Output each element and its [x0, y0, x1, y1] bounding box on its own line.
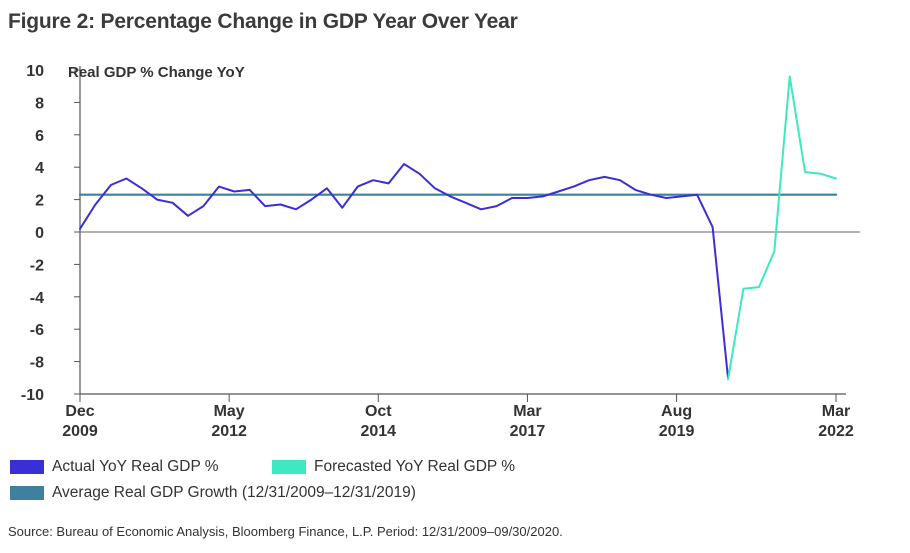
series-line-forecast	[727, 75, 837, 381]
x-tick-label-month: Dec	[65, 403, 94, 420]
y-tick-label: -8	[30, 355, 44, 372]
y-tick-label: -2	[30, 257, 44, 274]
legend-label-average: Average Real GDP Growth (12/31/2009–12/3…	[52, 484, 416, 501]
legend-label-actual: Actual YoY Real GDP %	[52, 458, 219, 475]
legend-swatch-average	[10, 486, 44, 500]
y-tick-label: 10	[26, 63, 44, 80]
chart-title: Figure 2: Percentage Change in GDP Year …	[8, 10, 518, 33]
legend-item-forecast: Forecasted YoY Real GDP %	[272, 458, 515, 476]
legend-swatch-actual	[10, 460, 44, 474]
line-chart: 10 8 6 4 2 0 -2 -4 -6 -8 -10 Real GDP % Change YoY D…	[21, 63, 860, 440]
source-note: Source: Bureau of Economic Analysis, Blo…	[8, 524, 563, 539]
y-tick-label: -10	[21, 387, 44, 404]
x-tick-label-year: 2012	[211, 423, 247, 440]
x-tick-label-month: Oct	[365, 403, 392, 420]
legend-item-average: Average Real GDP Growth (12/31/2009–12/3…	[10, 484, 416, 502]
y-axis-label: Real GDP % Change YoY	[68, 64, 245, 81]
x-tick-label-year: 2019	[659, 423, 695, 440]
y-tick-label: -4	[30, 290, 44, 307]
x-tick-label-month: Mar	[513, 403, 541, 420]
y-tick-label: -6	[30, 322, 44, 339]
legend-label-forecast: Forecasted YoY Real GDP %	[314, 458, 516, 475]
x-tick-label-month: Aug	[661, 403, 692, 420]
legend-swatch-forecast	[272, 460, 306, 474]
x-tick-label-month: Mar	[822, 403, 850, 420]
y-tick-label: 0	[35, 225, 44, 242]
series-line-actual	[79, 163, 729, 379]
y-tick-label: 8	[35, 95, 44, 112]
legend-item-actual: Actual YoY Real GDP %	[10, 458, 219, 476]
x-tick-label-year: 2022	[818, 423, 854, 440]
y-tick-label: 2	[35, 193, 44, 210]
x-tick-label-month: May	[214, 403, 245, 420]
x-tick-label-year: 2009	[62, 423, 98, 440]
x-tick-label-year: 2014	[360, 423, 396, 440]
x-tick-label-year: 2017	[510, 423, 546, 440]
y-tick-label: 6	[35, 128, 44, 145]
y-tick-label: 4	[35, 160, 44, 177]
